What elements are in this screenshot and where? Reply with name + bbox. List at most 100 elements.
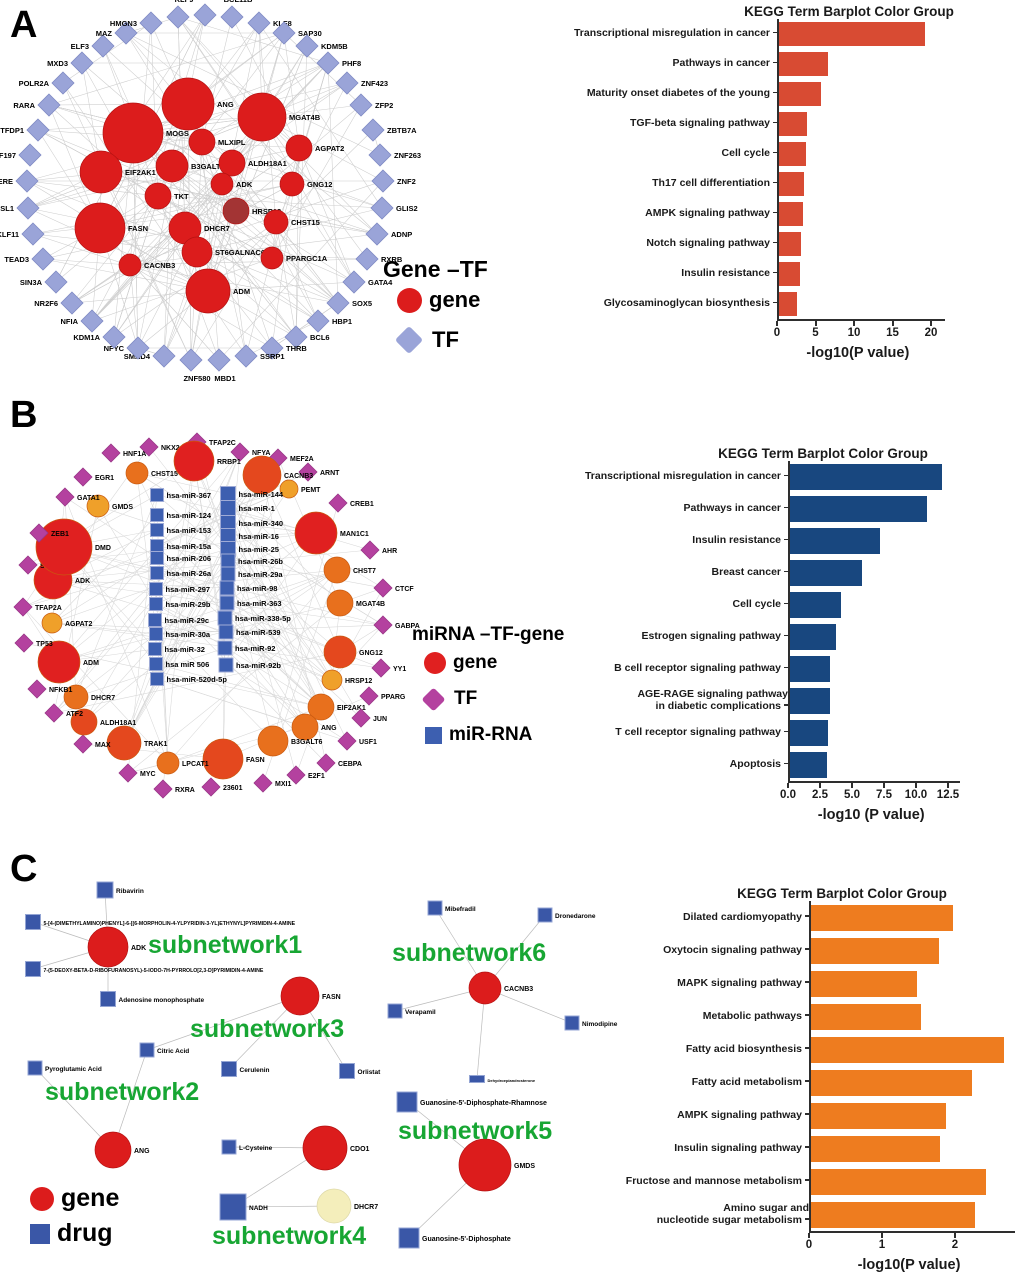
bar-area — [788, 749, 956, 781]
node-NR2F6 — [60, 291, 84, 315]
node-ARNT — [298, 462, 318, 482]
node-MOGS — [102, 102, 164, 164]
network-edge — [155, 569, 338, 590]
node-CACNB3 — [468, 971, 502, 1005]
node-label-Pyroglutamic Acid: Pyroglutamic Acid — [45, 1066, 102, 1073]
x-tick-label: 0 — [805, 1239, 813, 1251]
network-edge — [177, 16, 329, 64]
bar-area — [809, 1066, 1011, 1099]
node-EIF2AK1 — [79, 150, 123, 194]
network-edge — [132, 132, 273, 259]
network-edge — [225, 532, 317, 666]
network-edge — [129, 258, 368, 266]
bar-area — [788, 493, 956, 525]
node-label-GNG12: GNG12 — [359, 650, 383, 657]
bar-row: Transcriptional misregulation in cancer — [556, 461, 1018, 493]
network-edge — [51, 622, 227, 633]
node-FASN — [202, 738, 244, 780]
node-label-MGAT4B: MGAT4B — [289, 113, 321, 122]
x-tick-label: 2.5 — [812, 789, 828, 801]
node-hsa-miR-539 — [218, 624, 234, 640]
gene-drug-subnetworks: Ribavirin 5-[4-(DIMETHYLAMINO)PHENYL]-6-[… — [25, 881, 618, 1250]
node-label-ATF2: ATF2 — [66, 711, 83, 718]
bar-category-label: Apoptosis — [556, 759, 788, 771]
node-PPARG — [359, 686, 379, 706]
bar-row: Insulin resistance — [556, 525, 1018, 557]
node-MAZ — [114, 21, 138, 45]
node-label-USF1: USF1 — [359, 739, 377, 746]
network-edge — [271, 302, 339, 349]
legend-title: miRNA –TF-gene — [412, 624, 565, 645]
node-label-hsa-miR-29c: hsa-miR-29c — [165, 616, 210, 625]
node-label-SAP30: SAP30 — [298, 29, 322, 38]
node-SAP30 — [272, 21, 296, 45]
legend-title: Gene –TF — [383, 256, 488, 282]
bar — [811, 1135, 941, 1162]
network-edge — [231, 16, 300, 149]
x-tick — [881, 1233, 883, 1238]
chart-title: KEGG Term Barplot Color Group — [718, 446, 928, 461]
x-tick — [776, 321, 778, 326]
network-edge — [224, 569, 338, 649]
bar — [790, 528, 880, 554]
node-label-YY1: YY1 — [393, 666, 406, 673]
network-edge — [196, 251, 319, 322]
node-chem2 — [25, 961, 41, 977]
network-edge — [155, 663, 322, 708]
network-edge — [155, 603, 322, 708]
node-hsa-miR-30a — [149, 627, 163, 641]
node-CHST7 — [323, 556, 351, 584]
network-edge — [283, 32, 300, 149]
node-label-23601: 23601 — [223, 785, 243, 792]
x-axis: 0 5 10 15 20 — [774, 319, 945, 345]
node-DHCR7 — [63, 684, 89, 710]
bar — [811, 1036, 1005, 1063]
bar-category-label: Glycosaminoglycan biosynthesis — [560, 298, 777, 310]
node-PPARGC1A — [260, 246, 284, 270]
node-label-SIN3A: SIN3A — [20, 278, 43, 287]
node-label-Orlistat: Orlistat — [358, 1069, 382, 1076]
network-edge — [156, 494, 317, 534]
network-edge — [157, 195, 220, 361]
node-label-CDO1: CDO1 — [350, 1146, 370, 1153]
network-edge — [196, 207, 383, 253]
network-edge — [167, 569, 338, 764]
bar-category-label: T cell receptor signaling pathway — [556, 727, 788, 739]
node-label-hsa-miR-16: hsa-miR-16 — [239, 532, 279, 541]
node-label-chem2: 7-(5-DEOXY-BETA-D-RIBOFURANOSYL)-5-IODO-… — [44, 968, 264, 974]
chart-title: KEGG Term Barplot Color Group — [737, 886, 947, 901]
bar — [790, 688, 830, 714]
bar — [790, 752, 828, 778]
bar-row: Breast cancer — [556, 557, 1018, 589]
bar-category-label: Fructose and mannose metabolism — [582, 1175, 809, 1188]
network-edge — [207, 32, 285, 292]
node-SP1 — [18, 555, 38, 575]
network-edge — [231, 82, 348, 164]
bar — [790, 496, 927, 522]
node-label-TKT: TKT — [174, 192, 189, 201]
bar-area — [777, 169, 941, 199]
network-edge — [129, 14, 206, 266]
node-label-hsa-miR-124: hsa-miR-124 — [167, 511, 212, 520]
node-DHCR7 — [316, 1188, 352, 1224]
bar-area — [777, 49, 941, 79]
node-label-AGPAT2: AGPAT2 — [65, 621, 92, 628]
network-edge — [245, 320, 319, 357]
bar-area — [777, 289, 941, 319]
node-hsa-miR-98 — [219, 580, 235, 596]
node-B3GALT6 — [155, 149, 189, 183]
bar-row: AMPK signaling pathway — [560, 199, 1018, 229]
x-tick-label: 10 — [847, 327, 861, 339]
bar-category-label: Transcriptional misregulation in cancer — [560, 28, 777, 40]
bar-category-label: MAPK signaling pathway — [582, 977, 809, 990]
node-label-Nimodipine: Nimodipine — [582, 1021, 618, 1028]
node-ELF3 — [91, 34, 115, 58]
node-chem1 — [25, 914, 41, 930]
kegg-barplot-mirna: KEGG Term Barplot Color Group Transcripti… — [556, 446, 1018, 823]
bar-category-label: Metabolic pathways — [582, 1010, 809, 1023]
bar-row: TGF-beta signaling pathway — [560, 109, 1018, 139]
node-label-NKX2-2: NKX2-2 — [161, 445, 186, 452]
node-label-RXRB: RXRB — [381, 255, 403, 264]
node-KDM1A — [102, 325, 126, 349]
